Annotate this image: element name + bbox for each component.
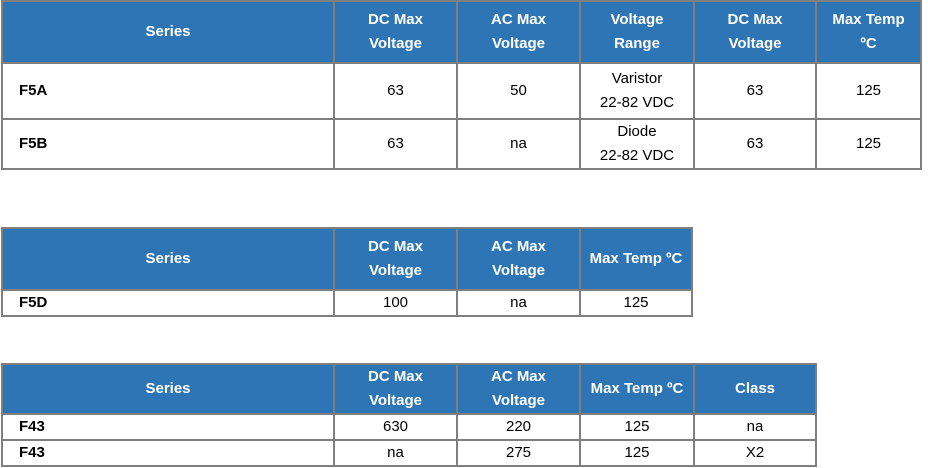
cell-dc-max-voltage: 63 [333, 118, 458, 170]
cell-ac-max-voltage: na [456, 289, 581, 317]
header-series: Series [1, 363, 335, 415]
header-max-temp: Max Temp ºC [579, 227, 693, 291]
cell-dc-max-voltage: 100 [333, 289, 458, 317]
table-row: F5A 63 50 Varistor 22-82 VDC 63 125 [1, 62, 922, 120]
header-voltage-range: Voltage Range [579, 0, 695, 64]
cell-class: X2 [693, 439, 817, 467]
cell-series: F43 [1, 439, 335, 467]
cell-dc-max-voltage: 630 [333, 413, 458, 441]
header-series: Series [1, 0, 335, 64]
cell-max-temp: 125 [815, 62, 922, 120]
header-series: Series [1, 227, 335, 291]
cell-dc-max-voltage: na [333, 439, 458, 467]
cell-max-temp: 125 [579, 289, 693, 317]
header-dc-max-voltage-2: DC Max Voltage [693, 0, 817, 64]
header-ac-max-voltage: AC Max Voltage [456, 0, 581, 64]
header-ac-max-voltage: AC Max Voltage [456, 363, 581, 415]
cell-dc-max-voltage: 63 [333, 62, 458, 120]
cell-max-temp: 125 [815, 118, 922, 170]
header-ac-max-voltage: AC Max Voltage [456, 227, 581, 291]
table-row: F5D 100 na 125 [1, 289, 693, 317]
spec-table-f5d: Series DC Max Voltage AC Max Voltage Max T… [1, 227, 693, 317]
cell-series: F5D [1, 289, 335, 317]
table-row: F43 na 275 125 X2 [1, 439, 817, 467]
cell-ac-max-voltage: na [456, 118, 581, 170]
header-dc-max-voltage: DC Max Voltage [333, 227, 458, 291]
cell-dc-max-voltage-2: 63 [693, 62, 817, 120]
cell-ac-max-voltage: 50 [456, 62, 581, 120]
cell-series: F5A [1, 62, 335, 120]
cell-class: na [693, 413, 817, 441]
cell-series: F43 [1, 413, 335, 441]
table-row: F43 630 220 125 na [1, 413, 817, 441]
cell-voltage-range: Diode 22-82 VDC [579, 118, 695, 170]
cell-ac-max-voltage: 220 [456, 413, 581, 441]
cell-voltage-range: Varistor 22-82 VDC [579, 62, 695, 120]
cell-max-temp: 125 [579, 439, 695, 467]
cell-series: F5B [1, 118, 335, 170]
table-row: F5B 63 na Diode 22-82 VDC 63 125 [1, 118, 922, 170]
spec-table-f43: Series DC Max Voltage AC Max Voltage Max T… [1, 363, 817, 467]
spec-table-f5a-f5b: Series DC Max Voltage AC Max Voltage Volta… [1, 0, 922, 170]
table-header-row: Series DC Max Voltage AC Max Voltage Max T… [1, 227, 693, 291]
cell-max-temp: 125 [579, 413, 695, 441]
header-class: Class [693, 363, 817, 415]
header-dc-max-voltage: DC Max Voltage [333, 363, 458, 415]
table-header-row: Series DC Max Voltage AC Max Voltage Volta… [1, 0, 922, 64]
table-header-row: Series DC Max Voltage AC Max Voltage Max T… [1, 363, 817, 415]
cell-ac-max-voltage: 275 [456, 439, 581, 467]
header-dc-max-voltage: DC Max Voltage [333, 0, 458, 64]
header-max-temp: Max Temp ºC [815, 0, 922, 64]
cell-dc-max-voltage-2: 63 [693, 118, 817, 170]
header-max-temp: Max Temp ºC [579, 363, 695, 415]
